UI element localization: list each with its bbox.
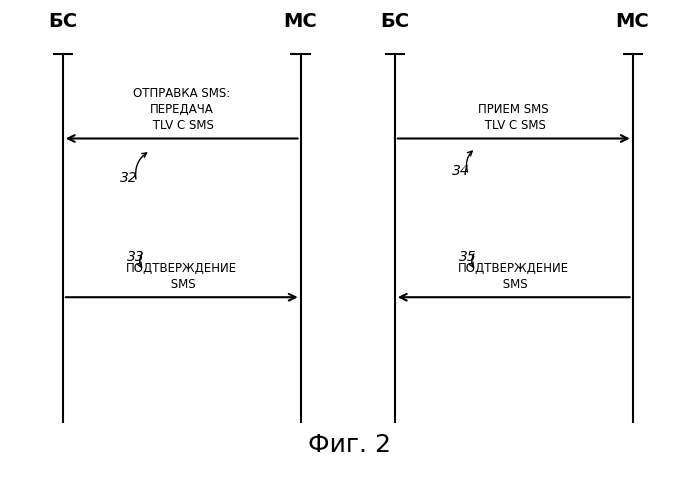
Text: БС: БС <box>380 12 410 31</box>
Text: 35: 35 <box>459 250 477 264</box>
Text: ПОДТВЕРЖДЕНИЕ
 SMS: ПОДТВЕРЖДЕНИЕ SMS <box>127 262 237 290</box>
Text: ПРИЕМ SMS
 TLV С SMS: ПРИЕМ SMS TLV С SMS <box>478 103 549 132</box>
Text: ПОДТВЕРЖДЕНИЕ
 SMS: ПОДТВЕРЖДЕНИЕ SMS <box>459 262 569 290</box>
Text: МС: МС <box>284 12 317 31</box>
Text: МС: МС <box>616 12 649 31</box>
Text: 34: 34 <box>452 163 470 178</box>
Text: ОТПРАВКА SMS:
ПЕРЕДАЧА
 TLV С SMS: ОТПРАВКА SMS: ПЕРЕДАЧА TLV С SMS <box>133 87 231 132</box>
Text: 32: 32 <box>120 170 138 185</box>
Text: БС: БС <box>48 12 78 31</box>
Text: 33: 33 <box>127 250 145 264</box>
Text: Фиг. 2: Фиг. 2 <box>308 432 391 456</box>
